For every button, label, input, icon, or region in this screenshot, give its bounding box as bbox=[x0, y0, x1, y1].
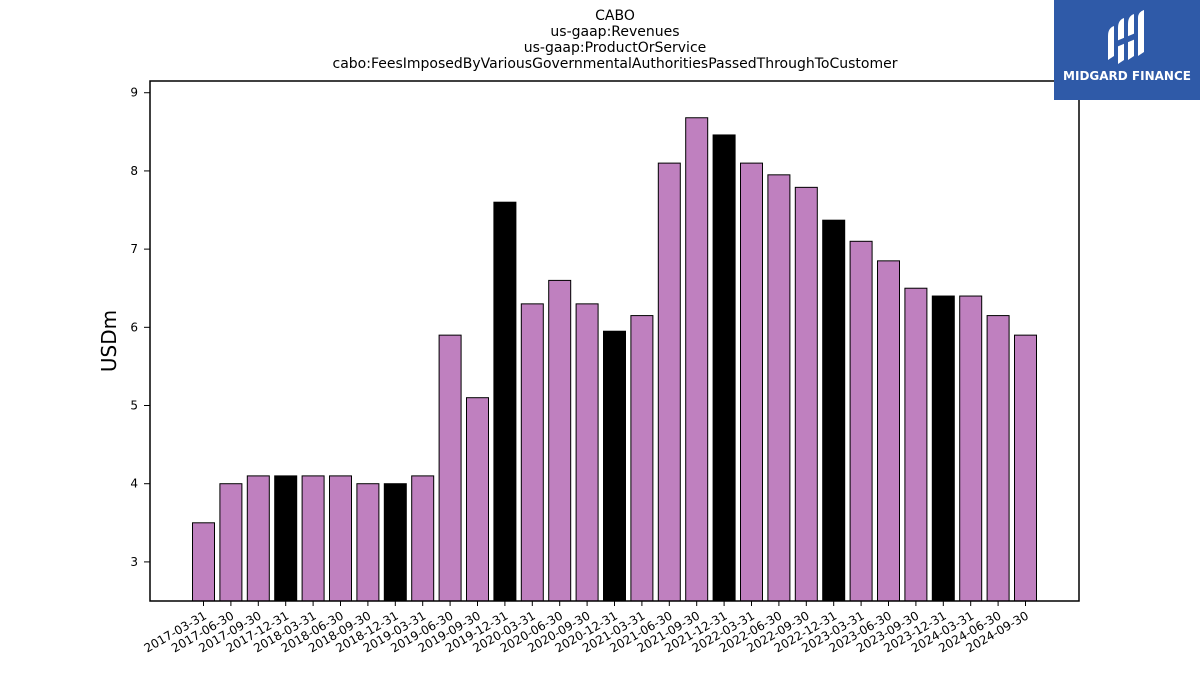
chart-title: CABO us-gaap:Revenues us-gaap:ProductOrS… bbox=[333, 8, 898, 72]
bar bbox=[877, 260, 900, 602]
bar bbox=[740, 162, 763, 602]
logo-text: MIDGARD FINANCE bbox=[1063, 69, 1191, 83]
chart-title-line: CABO bbox=[595, 8, 635, 24]
y-tick-label: 7 bbox=[130, 242, 138, 256]
bar bbox=[329, 475, 352, 602]
x-axis-ticks: 2017-03-312017-06-302017-09-302017-12-31… bbox=[142, 601, 1031, 655]
bar bbox=[356, 483, 380, 602]
chart-title-line: cabo:FeesImposedByVariousGovernmentalAut… bbox=[333, 56, 898, 72]
y-tick-label: 5 bbox=[130, 399, 138, 413]
y-tick-label: 6 bbox=[130, 320, 138, 334]
y-tick-label: 8 bbox=[130, 164, 138, 178]
bar bbox=[767, 174, 791, 602]
bar bbox=[712, 134, 736, 602]
y-axis-ticks: 3 4 5 6 7 8 9 bbox=[130, 86, 150, 569]
chart-title-line: us-gaap:ProductOrService bbox=[524, 40, 707, 56]
bar bbox=[986, 315, 1010, 602]
bar bbox=[383, 483, 407, 602]
bar bbox=[575, 303, 599, 602]
bar bbox=[246, 475, 270, 602]
bar bbox=[438, 334, 462, 602]
bar-series bbox=[192, 117, 1037, 602]
bar bbox=[520, 303, 544, 602]
bar bbox=[603, 330, 626, 602]
bar bbox=[822, 219, 846, 602]
bar bbox=[849, 240, 873, 602]
bar bbox=[219, 483, 243, 602]
y-tick-label: 9 bbox=[130, 86, 138, 100]
bar bbox=[493, 201, 517, 602]
plot-frame bbox=[149, 80, 1080, 602]
bar bbox=[548, 279, 572, 602]
bar bbox=[630, 315, 654, 602]
bar bbox=[301, 475, 325, 602]
bar bbox=[466, 397, 489, 602]
bar bbox=[959, 295, 983, 602]
bar bbox=[657, 162, 681, 602]
y-axis-label: USDm bbox=[97, 310, 121, 372]
y-tick-label: 4 bbox=[130, 477, 138, 491]
bar bbox=[904, 287, 928, 602]
y-tick-label: 3 bbox=[130, 555, 138, 569]
bar bbox=[274, 475, 298, 602]
bar bbox=[794, 186, 818, 602]
logo-mark-icon bbox=[1108, 10, 1144, 64]
bar bbox=[1014, 334, 1037, 602]
midgard-finance-logo: MIDGARD FINANCE bbox=[1054, 0, 1200, 100]
bar bbox=[685, 117, 709, 602]
bar bbox=[192, 522, 215, 602]
bar bbox=[411, 475, 435, 602]
chart-title-line: us-gaap:Revenues bbox=[550, 24, 679, 40]
bar bbox=[931, 295, 955, 602]
